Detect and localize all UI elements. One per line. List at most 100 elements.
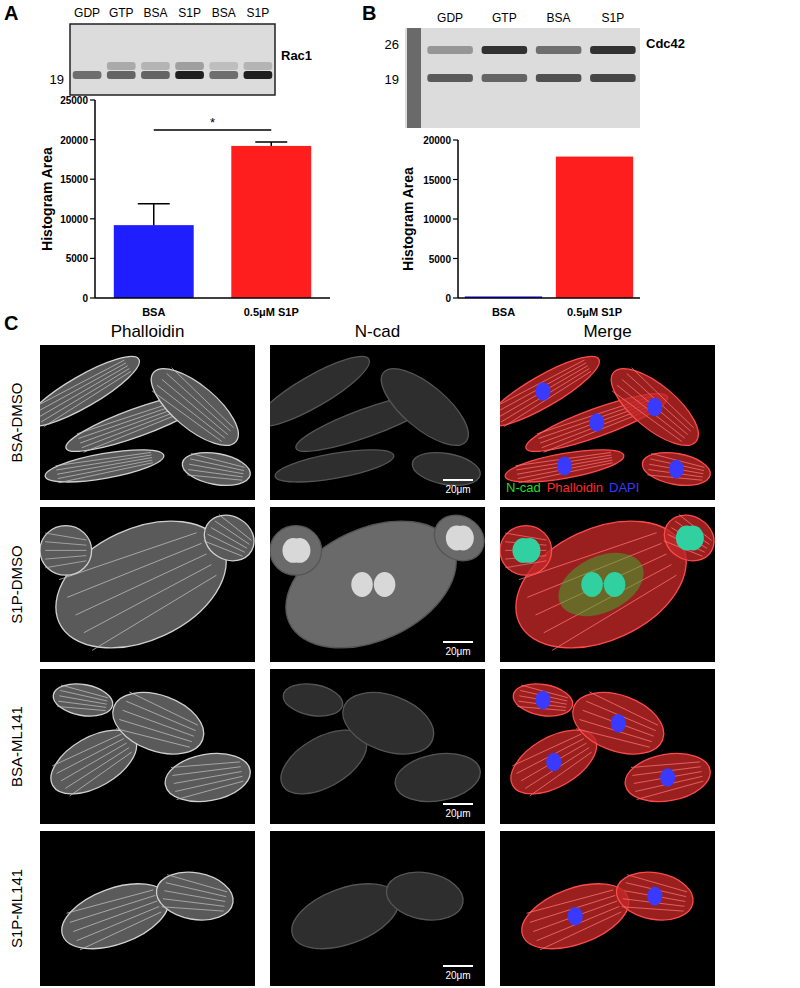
mw-marker: 19 [385, 72, 399, 87]
actin-fiber [58, 460, 153, 478]
blot-band [427, 74, 473, 82]
y-tick-label: 15000 [60, 174, 88, 185]
blot-band [482, 46, 528, 54]
micrograph: N-cadPhalloidinDAPI [479, 345, 715, 500]
actin-fiber [533, 901, 617, 932]
actin-fiber [127, 692, 201, 725]
image-background [40, 345, 255, 500]
y-tick [453, 179, 458, 180]
y-tick [453, 139, 458, 140]
row-label: BSA-ML141 [8, 706, 25, 787]
actin-fiber [76, 554, 207, 615]
y-tick-label: 5000 [66, 253, 89, 264]
actin-fiber [75, 906, 160, 940]
actin-fiber [625, 374, 693, 432]
lane-label: S1P [247, 6, 270, 20]
actin-fiber [535, 906, 620, 940]
cell [153, 866, 237, 925]
scale-bar [443, 479, 473, 481]
image-background [270, 669, 485, 824]
actin-fiber [512, 728, 581, 772]
nucleus [351, 572, 373, 597]
row-label: S1P-ML141 [8, 869, 25, 948]
actin-fiber [157, 383, 225, 441]
actin-fiber [61, 743, 127, 781]
actin-fiber [45, 550, 86, 551]
scale-bar [443, 965, 473, 967]
blot-band [536, 46, 582, 54]
actin-fiber [60, 690, 108, 700]
blot-band [107, 62, 136, 70]
bars [465, 157, 633, 298]
cells [40, 507, 255, 662]
actin-fiber [45, 561, 86, 568]
actin-fiber [166, 875, 228, 892]
cells [283, 866, 467, 961]
micrograph [36, 496, 263, 673]
bar [556, 157, 633, 298]
y-tick-label: 10000 [423, 214, 451, 225]
actin-fiber [517, 736, 584, 777]
image-background [500, 831, 715, 986]
row-label: S1P-DMSO [8, 545, 25, 623]
column-header: N-cad [355, 322, 400, 341]
cells [270, 346, 483, 490]
cell [273, 443, 396, 488]
actin-fiber [612, 386, 682, 446]
cell [196, 507, 255, 570]
cell [281, 680, 346, 721]
y-tick [453, 218, 458, 219]
actin-fiber [45, 542, 86, 545]
actin-fiber [57, 702, 105, 715]
cells [500, 507, 715, 662]
actin-fiber [204, 536, 243, 562]
actin-fiber [165, 374, 233, 432]
image-background [500, 345, 715, 500]
lane-label: S1P [602, 11, 625, 25]
y-tick [453, 258, 458, 259]
actin-fiber [45, 556, 86, 559]
actin-fiber [176, 781, 245, 799]
actin-fiber [161, 900, 223, 917]
nucleus [568, 907, 583, 926]
cell [500, 507, 706, 662]
nucleus [289, 538, 311, 563]
nucleus [546, 753, 561, 772]
cell [511, 680, 576, 721]
nucleus [519, 538, 541, 563]
x-axis [95, 297, 330, 299]
column-header: Phalloidin [111, 322, 185, 341]
actin-fiber [500, 361, 586, 414]
micrograph: 20μm [266, 496, 493, 673]
y-tick [90, 99, 95, 100]
actin-fiber [628, 368, 698, 428]
micrograph [40, 669, 255, 824]
y-tick-label: 20000 [60, 135, 88, 146]
micrograph: 20μm [249, 345, 485, 500]
micrograph: 20μm [270, 669, 485, 824]
panel-label: C [4, 312, 18, 334]
actin-fiber [622, 379, 688, 434]
cells [40, 346, 253, 490]
blot-band [73, 71, 102, 79]
lane-label: BSA [212, 6, 236, 20]
cells [513, 866, 697, 961]
nucleus [535, 691, 550, 710]
blot-band [175, 71, 204, 79]
lane-label: GDP [74, 6, 100, 20]
category-label: 0.5μM S1P [244, 306, 299, 318]
y-axis [94, 100, 96, 298]
actin-fiber [58, 699, 106, 709]
cell [40, 507, 246, 662]
cell [104, 681, 212, 766]
western-blot: GDPGTPBSAS1PBSAS1P19Rac1 [50, 6, 313, 95]
y-tick-label: 0 [445, 293, 451, 304]
actin-fiber [64, 748, 131, 789]
actin-fiber [125, 701, 197, 731]
micrograph [496, 496, 723, 673]
actin-fiber [583, 710, 654, 736]
nucleus [611, 714, 626, 733]
nucleus [604, 572, 626, 597]
error-bar [138, 204, 170, 225]
actin-fiber [617, 383, 685, 441]
